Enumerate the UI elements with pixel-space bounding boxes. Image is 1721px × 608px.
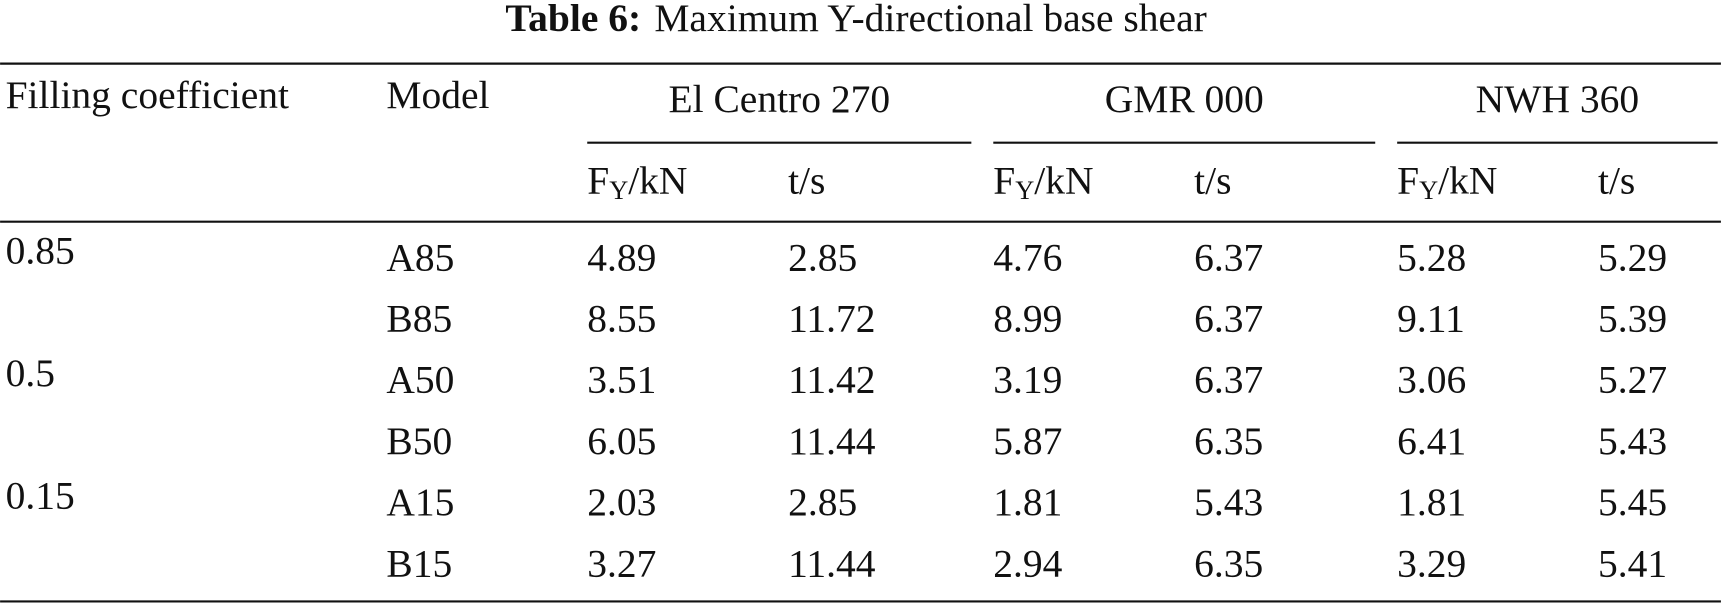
value-cell: 2.03 [587,480,656,524]
value-cell: 2.94 [993,541,1062,585]
value-cell: 9.11 [1397,297,1465,341]
value-cell: 6.37 [1194,235,1263,279]
value-cell: 8.99 [993,297,1062,341]
value-cell: 5.29 [1598,235,1667,279]
coefficient-cell: 0.5 [6,351,55,395]
model-cell: B15 [386,541,452,585]
sub-header-rest: /kN [1034,158,1093,202]
model-cell: A15 [386,480,454,524]
coefficient-cell: 0.85 [6,229,75,273]
value-cell: 6.05 [587,419,656,463]
value-cell: 5.41 [1598,541,1667,585]
value-cell: 3.06 [1397,358,1466,402]
value-cell: 3.51 [587,358,656,402]
group-header: NWH 360 [1476,77,1639,121]
value-cell: 4.76 [993,235,1062,279]
group-header: GMR 000 [1105,77,1264,121]
value-cell: 8.55 [587,297,656,341]
sub-header-rest: /kN [628,158,687,202]
sub-header: t/s [788,158,825,202]
sub-header-main: F [587,158,609,202]
sub-header-main: F [993,158,1015,202]
column-header: Filling coefficient [6,73,289,117]
value-cell: 11.44 [788,419,876,463]
sub-header: t/s [1194,158,1231,202]
value-cell: 11.44 [788,541,876,585]
sub-header-subscript: Y [1419,176,1438,205]
column-header: Model [386,73,489,117]
coefficient-cell: 0.15 [6,474,75,518]
model-cell: A50 [386,358,454,402]
value-cell: 1.81 [993,480,1062,524]
caption-text: Maximum Y-directional base shear [654,0,1206,40]
value-cell: 3.27 [587,541,656,585]
value-cell: 3.29 [1397,541,1466,585]
model-cell: A85 [386,235,454,279]
value-cell: 6.35 [1194,541,1263,585]
value-cell: 5.28 [1397,235,1466,279]
value-cell: 5.43 [1194,480,1263,524]
value-cell: 4.89 [587,235,656,279]
value-cell: 11.72 [788,297,875,341]
sub-header: FY/kN [1397,158,1497,205]
sub-header-main: F [1397,158,1419,202]
caption: Table 6: Maximum Y-directional base shear [505,0,1206,40]
value-cell: 5.27 [1598,358,1667,402]
value-cell: 6.41 [1397,419,1466,463]
group-header: El Centro 270 [668,77,890,121]
caption-label: Table 6: [505,0,641,40]
sub-header: FY/kN [993,158,1093,205]
sub-header-rest: /kN [1438,158,1497,202]
model-cell: B85 [386,297,452,341]
model-cell: B50 [386,419,452,463]
sub-header-main: t/s [1598,158,1635,202]
value-cell: 5.87 [993,419,1062,463]
value-cell: 2.85 [788,235,857,279]
value-cell: 5.43 [1598,419,1667,463]
sub-header-main: t/s [1194,158,1231,202]
value-cell: 2.85 [788,480,857,524]
sub-header: FY/kN [587,158,687,205]
value-cell: 11.42 [788,358,875,402]
value-cell: 3.19 [993,358,1062,402]
value-cell: 6.37 [1194,358,1263,402]
sub-header: t/s [1598,158,1635,202]
value-cell: 6.35 [1194,419,1263,463]
value-cell: 1.81 [1397,480,1466,524]
sub-header-subscript: Y [1015,176,1034,205]
value-cell: 6.37 [1194,297,1263,341]
value-cell: 5.39 [1598,297,1667,341]
sub-header-subscript: Y [609,176,628,205]
sub-header-main: t/s [788,158,825,202]
value-cell: 5.45 [1598,480,1667,524]
